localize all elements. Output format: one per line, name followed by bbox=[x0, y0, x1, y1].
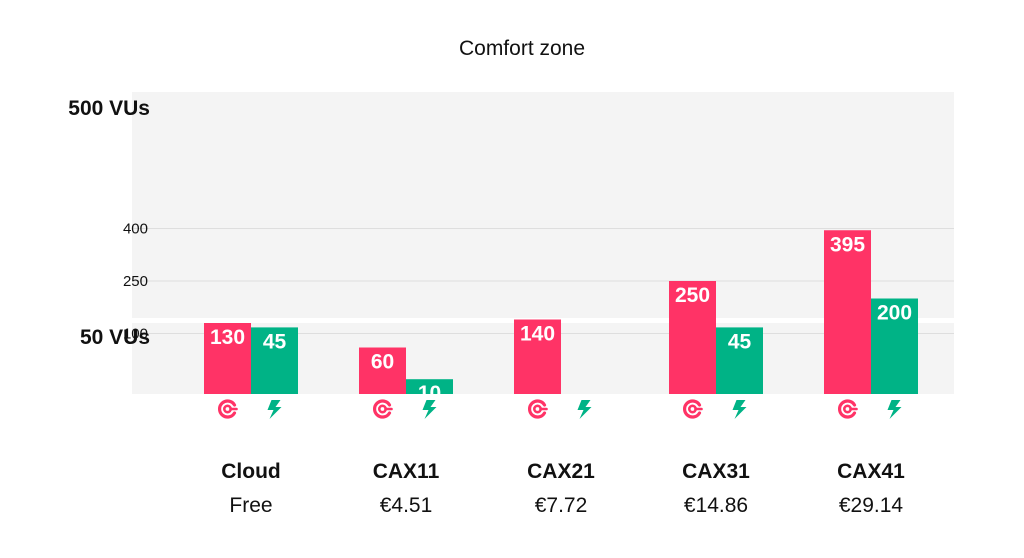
bar-value-label: 45 bbox=[728, 330, 752, 353]
y-tick-label: 250 bbox=[123, 273, 148, 290]
lightning-bolt-icon bbox=[577, 400, 592, 419]
zone-label: 50 VUs bbox=[80, 326, 150, 349]
zone-label: 500 VUs bbox=[68, 97, 150, 120]
grafana-logo-icon bbox=[837, 399, 858, 419]
lightning-bolt-icon bbox=[732, 400, 747, 419]
grafana-logo-icon bbox=[682, 399, 703, 419]
bar bbox=[669, 281, 716, 394]
category-price: €14.86 bbox=[684, 494, 748, 517]
category-price: €7.72 bbox=[535, 494, 588, 517]
lightning-bolt-icon bbox=[267, 400, 282, 419]
bar bbox=[716, 327, 763, 394]
bar bbox=[406, 379, 453, 394]
grafana-logo-icon bbox=[217, 399, 238, 419]
category-price: Free bbox=[229, 494, 272, 517]
bar bbox=[824, 230, 871, 394]
bar-value-label: 60 bbox=[371, 351, 394, 374]
zone-labels: 50 VUs 500 VUs bbox=[68, 97, 150, 349]
category-name: CAX21 bbox=[527, 460, 595, 483]
category-name: CAX41 bbox=[837, 460, 905, 483]
bar bbox=[871, 298, 918, 394]
bar-value-label: 250 bbox=[675, 284, 710, 307]
chart-title: Comfort zone bbox=[459, 37, 585, 60]
series-icons bbox=[217, 399, 902, 419]
y-tick-label: 100 bbox=[123, 326, 148, 343]
category-price: €29.14 bbox=[839, 494, 904, 517]
bars: 130 45 60 10 140 250 45 395 200 bbox=[204, 230, 918, 405]
category-name: Cloud bbox=[221, 460, 280, 483]
category-name: CAX11 bbox=[373, 460, 440, 483]
category-name: CAX31 bbox=[682, 460, 750, 483]
lightning-bolt-icon bbox=[422, 400, 437, 419]
bar-value-label: 395 bbox=[830, 233, 865, 256]
bar-value-label: 45 bbox=[263, 330, 287, 353]
bar bbox=[514, 319, 561, 394]
category-labels: Cloud Free CAX11 €4.51 CAX21 €7.72 CAX31 €14.86… bbox=[221, 460, 905, 517]
bar bbox=[359, 347, 406, 394]
y-axis-ticks: 100 250 400 bbox=[123, 221, 148, 343]
bar-value-label: 130 bbox=[210, 326, 245, 349]
grafana-logo-icon bbox=[372, 399, 393, 419]
category-price: €4.51 bbox=[380, 494, 433, 517]
bar-value-label: 140 bbox=[520, 323, 555, 346]
grafana-logo-icon bbox=[527, 399, 548, 419]
y-tick-label: 400 bbox=[123, 221, 148, 238]
bar bbox=[251, 327, 298, 394]
bar bbox=[204, 323, 251, 394]
bar-value-label: 10 bbox=[418, 382, 441, 405]
bar-value-label: 200 bbox=[877, 302, 912, 325]
lightning-bolt-icon bbox=[887, 400, 902, 419]
